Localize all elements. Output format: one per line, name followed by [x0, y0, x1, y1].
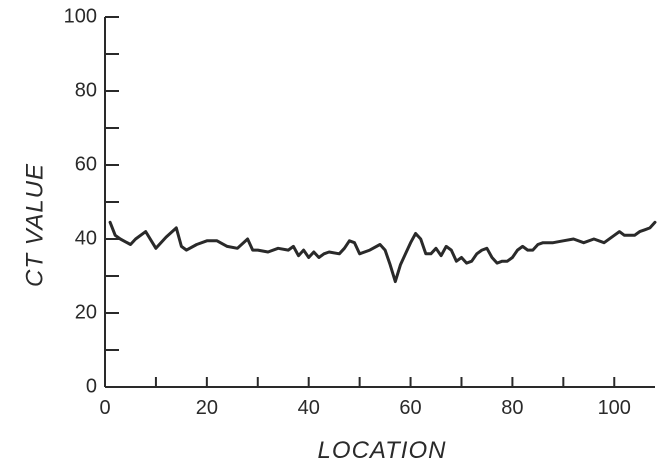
y-tick-label: 80: [75, 79, 97, 101]
x-tick-label: 0: [99, 397, 110, 419]
y-tick-label: 60: [75, 153, 97, 175]
ticks: 0 20 40 60 80 100 0 20 40 60 80 100: [64, 5, 631, 419]
x-axis-title: LOCATION: [318, 437, 447, 464]
x-tick-label: 60: [399, 397, 421, 419]
y-tick-label: 40: [75, 227, 97, 249]
y-tick-label: 20: [75, 301, 97, 323]
y-axis-title-group: CT VALUE: [21, 163, 48, 287]
plot-area: [108, 220, 657, 284]
y-axis-title: CT VALUE: [21, 163, 48, 287]
y-tick-label: 100: [64, 5, 97, 27]
series-line-0: [108, 220, 657, 284]
x-tick-label: 100: [598, 397, 631, 419]
y-tick-label: 0: [86, 375, 97, 397]
x-tick-label: 40: [298, 397, 320, 419]
x-tick-label: 80: [501, 397, 523, 419]
axes: [104, 17, 655, 388]
x-tick-label: 20: [196, 397, 218, 419]
